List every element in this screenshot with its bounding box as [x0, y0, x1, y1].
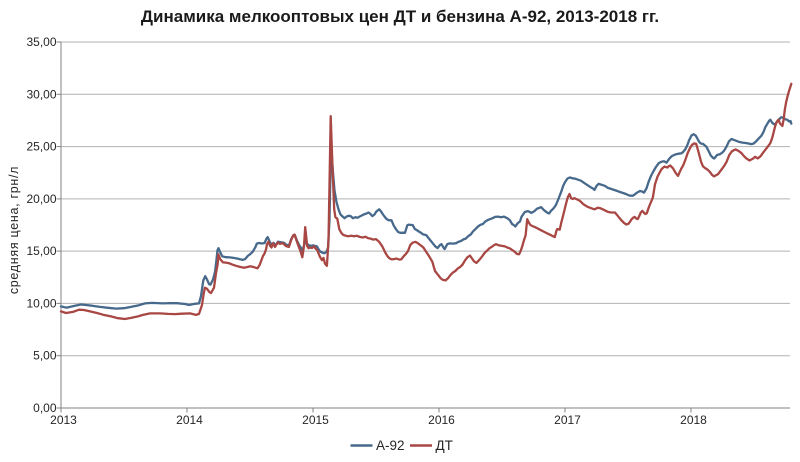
svg-text:20,00: 20,00	[26, 192, 56, 206]
svg-text:30,00: 30,00	[26, 87, 56, 101]
svg-text:ДТ: ДТ	[436, 438, 453, 453]
svg-text:2017: 2017	[554, 413, 581, 427]
svg-text:2015: 2015	[302, 413, 329, 427]
svg-text:2014: 2014	[176, 413, 203, 427]
svg-text:10,00: 10,00	[26, 296, 56, 310]
svg-text:35,00: 35,00	[26, 35, 56, 49]
svg-text:25,00: 25,00	[26, 140, 56, 154]
svg-text:2018: 2018	[680, 413, 707, 427]
svg-text:15,00: 15,00	[26, 244, 56, 258]
svg-text:2016: 2016	[428, 413, 455, 427]
svg-text:5,00: 5,00	[33, 349, 57, 363]
svg-text:средняя цена, грн/л: средняя цена, грн/л	[7, 166, 21, 294]
svg-text:0,00: 0,00	[33, 401, 57, 415]
svg-text:2013: 2013	[50, 413, 77, 427]
svg-text:Динамика мелкооптовых цен ДТ и: Динамика мелкооптовых цен ДТ и бензина А…	[141, 7, 659, 26]
svg-text:А-92: А-92	[376, 438, 405, 453]
